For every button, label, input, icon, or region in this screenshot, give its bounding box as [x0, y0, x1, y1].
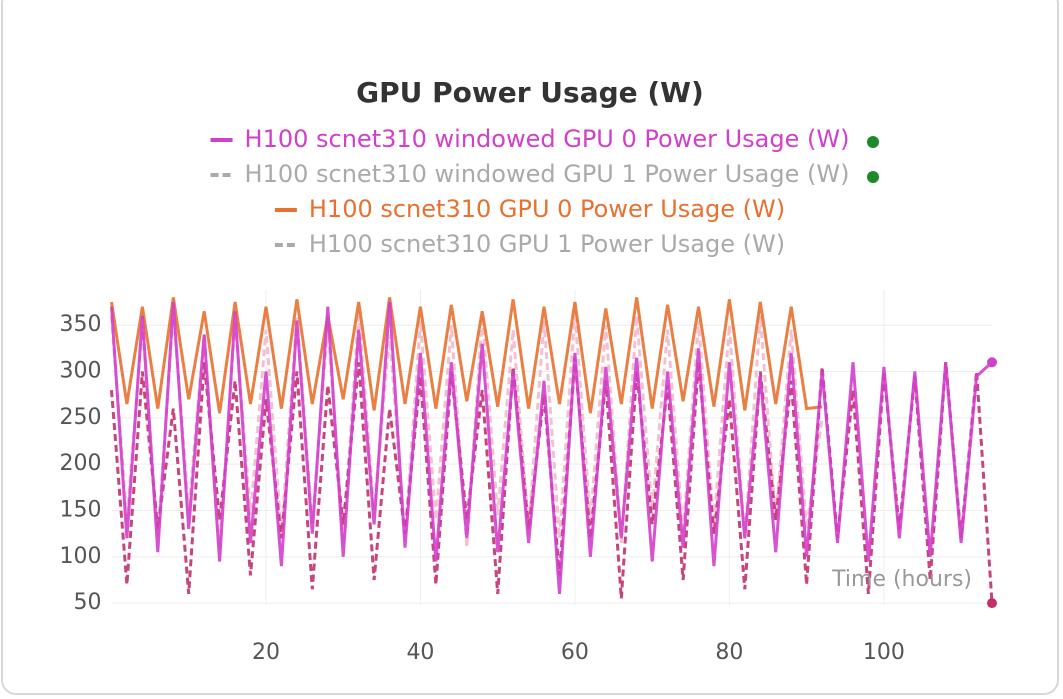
y-tick-label: 150 — [60, 498, 102, 523]
legend-label: H100 scnet310 GPU 1 Power Usage (W) — [309, 230, 785, 258]
end-marker — [987, 357, 997, 368]
x-tick-label: 60 — [561, 640, 589, 665]
end-marker — [987, 598, 997, 609]
chart-title: GPU Power Usage (W) — [356, 76, 704, 109]
status-dot — [867, 136, 879, 148]
y-tick-label: 250 — [60, 405, 102, 430]
status-dot — [867, 171, 879, 183]
y-tick-label: 200 — [60, 451, 102, 476]
x-tick-label: 20 — [252, 640, 280, 665]
x-tick-label: 40 — [406, 640, 434, 665]
plot-area: 50 100 150 200 250 300 350 20 40 60 80 100 — [60, 290, 997, 665]
x-tick-label: 100 — [863, 640, 905, 665]
legend-label: H100 scnet310 windowed GPU 0 Power Usage… — [245, 125, 850, 153]
series-line — [110, 297, 823, 414]
legend-label: H100 scnet310 GPU 0 Power Usage (W) — [309, 195, 785, 223]
x-tick-label: 80 — [715, 640, 743, 665]
y-tick-label: 100 — [60, 544, 102, 569]
series-line — [110, 311, 824, 548]
y-tick-label: 300 — [60, 359, 102, 384]
y-tick-label: 50 — [74, 590, 102, 615]
legend-label: H100 scnet310 windowed GPU 1 Power Usage… — [245, 160, 850, 188]
y-tick-label: 350 — [60, 312, 102, 337]
series-line — [110, 301, 994, 595]
x-axis-label: Time (hours) — [831, 567, 972, 592]
